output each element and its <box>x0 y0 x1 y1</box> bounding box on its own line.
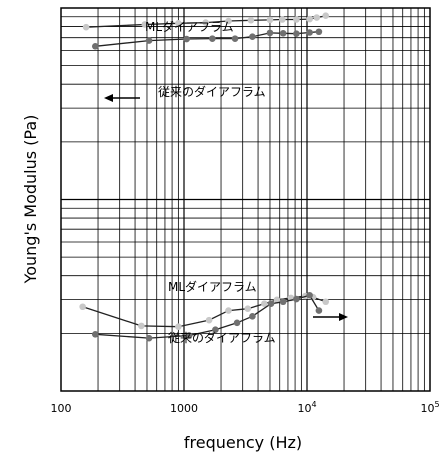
data-point <box>91 331 99 338</box>
data-point <box>306 29 313 36</box>
data-point <box>225 307 232 314</box>
data-point <box>322 12 330 19</box>
label-ml-bottom: MLダイアフラム <box>168 279 257 294</box>
data-point <box>306 15 313 23</box>
data-point <box>279 298 287 306</box>
data-point <box>209 35 216 42</box>
data-point <box>293 16 300 23</box>
label-conv-top: 従来のダイアフラム <box>158 84 266 99</box>
plot-frame <box>60 7 431 392</box>
data-point <box>293 295 300 303</box>
data-point <box>91 43 99 50</box>
grid <box>61 8 430 391</box>
data-point <box>175 323 182 330</box>
data-point <box>267 300 275 307</box>
label-conv-bottom: 従来のダイアフラム <box>168 330 276 345</box>
x-tick-label: 1000 <box>170 402 198 415</box>
data-point <box>202 19 209 26</box>
y-axis-title: Young's Modulus (Pa) <box>21 115 40 285</box>
data-point <box>313 14 321 21</box>
data-point <box>315 307 323 314</box>
data-point <box>322 298 330 306</box>
data-point <box>244 305 252 312</box>
data-point <box>79 303 86 311</box>
x-axis-title: frequency (Hz) <box>184 433 302 452</box>
data-point <box>279 16 286 23</box>
label-ml-top: MLダイアフラム <box>145 19 234 34</box>
data-point <box>231 35 239 42</box>
data-point <box>145 334 153 342</box>
data-point <box>205 316 213 324</box>
data-point <box>82 23 90 31</box>
data-point <box>266 29 274 37</box>
x-tick-label: 105 <box>420 400 439 415</box>
data-point <box>249 33 256 41</box>
data-point <box>293 30 300 37</box>
data-point <box>273 296 281 304</box>
data-point <box>225 17 232 25</box>
data-point <box>249 313 256 320</box>
arrow-left <box>104 94 140 102</box>
data-point <box>233 319 241 327</box>
data-point <box>212 326 219 334</box>
data-point <box>175 20 182 27</box>
data-point <box>185 332 193 339</box>
data-point <box>279 29 287 37</box>
data-point <box>315 28 323 36</box>
data-point <box>138 322 145 330</box>
x-tick-label: 100 <box>51 402 72 415</box>
data-point <box>266 16 274 24</box>
data-point <box>247 16 255 24</box>
data-point <box>306 291 313 299</box>
x-tick-labels: 100 1000 104 105 <box>51 400 440 415</box>
data-point <box>261 300 268 307</box>
series-layer <box>79 12 330 342</box>
x-tick-label: 104 <box>297 400 316 415</box>
data-point <box>141 21 149 28</box>
arrow-right <box>313 313 348 321</box>
data-point <box>145 37 153 44</box>
data-point <box>183 35 190 43</box>
